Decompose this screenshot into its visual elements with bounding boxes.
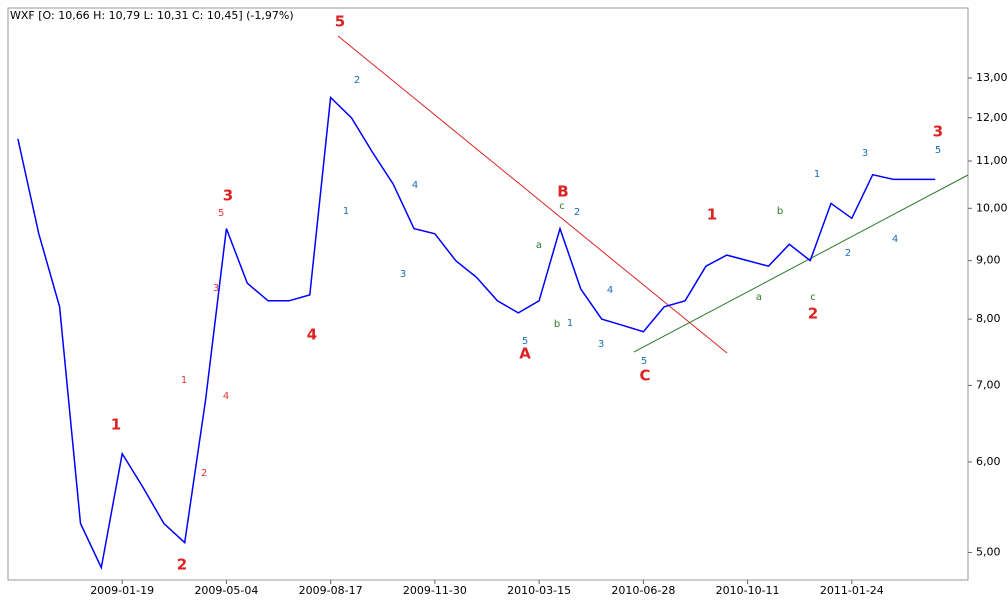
wave-label: 4 — [223, 391, 229, 402]
wave-label: 4 — [307, 326, 317, 344]
y-tick-label: 6,00 — [976, 455, 1001, 468]
wave-label: 2 — [177, 556, 187, 574]
wave-label: 3 — [933, 123, 943, 141]
wave-label: 1 — [814, 169, 820, 180]
wave-label: 3 — [213, 283, 219, 294]
wave-label: b — [554, 319, 560, 330]
x-tick-label: 2011-01-24 — [820, 584, 884, 597]
y-tick-label: 7,00 — [976, 378, 1001, 391]
wave-label: 5 — [335, 13, 345, 31]
y-tick-label: 5,00 — [976, 545, 1001, 558]
wave-label: 5 — [522, 336, 528, 347]
wave-label: 1 — [343, 206, 349, 217]
wave-label: 5 — [935, 145, 941, 156]
wave-label: 3 — [223, 187, 233, 205]
wave-label: C — [639, 367, 650, 385]
wave-label: 2 — [845, 248, 851, 259]
wave-label: 2 — [354, 75, 360, 86]
wave-label: 4 — [412, 180, 418, 191]
wave-label: B — [557, 183, 568, 201]
y-tick-label: 8,00 — [976, 312, 1001, 325]
wave-label: 1 — [111, 416, 121, 434]
wave-label: 1 — [181, 375, 187, 386]
plot-frame — [7, 7, 969, 581]
wave-label: 4 — [607, 285, 613, 296]
wave-label: c — [559, 201, 565, 212]
wave-label: 1 — [567, 318, 573, 329]
x-tick-label: 2009-08-17 — [299, 584, 363, 597]
wave-label: b — [777, 206, 783, 217]
x-tick-label: 2010-10-11 — [716, 584, 780, 597]
y-tick-label: 9,00 — [976, 254, 1001, 267]
support-line — [633, 174, 969, 353]
y-tick-label: 12,00 — [976, 111, 1008, 124]
chart-title: WXF [O: 10,66 H: 10,79 L: 10,31 C: 10,45… — [10, 9, 294, 22]
y-tick-label: 10,00 — [976, 201, 1008, 214]
wave-label: c — [810, 292, 816, 303]
wave-label: 3 — [598, 339, 604, 350]
wave-label: 2 — [808, 305, 818, 323]
wave-label: a — [536, 240, 542, 251]
y-tick-label: 13,00 — [976, 71, 1008, 84]
y-tick-label: 11,00 — [976, 154, 1008, 167]
wave-label: 3 — [400, 269, 406, 280]
wave-label: 1 — [707, 206, 717, 224]
wave-label: A — [519, 345, 531, 363]
x-tick-label: 2009-11-30 — [403, 584, 467, 597]
price-line — [17, 95, 936, 571]
wave-label: 2 — [201, 468, 207, 479]
resistance-line — [337, 35, 728, 354]
wave-label: a — [756, 292, 762, 303]
x-tick-label: 2010-03-15 — [507, 584, 571, 597]
wave-label: 5 — [641, 356, 647, 367]
wave-label: 4 — [892, 234, 898, 245]
x-tick-label: 2009-05-04 — [194, 584, 258, 597]
wave-label: 2 — [574, 207, 580, 218]
wave-label: 3 — [862, 148, 868, 159]
x-tick-label: 2010-06-28 — [611, 584, 675, 597]
wave-label: 5 — [218, 208, 224, 219]
x-tick-label: 2009-01-19 — [90, 584, 154, 597]
